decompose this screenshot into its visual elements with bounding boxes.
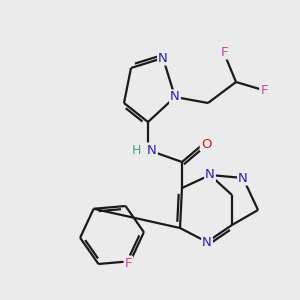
Text: N: N xyxy=(158,52,168,64)
Text: H: H xyxy=(131,143,141,157)
Text: O: O xyxy=(201,137,211,151)
Text: N: N xyxy=(147,143,157,157)
Text: F: F xyxy=(220,46,228,59)
Text: N: N xyxy=(202,236,212,248)
Text: N: N xyxy=(170,91,180,103)
Text: F: F xyxy=(260,83,268,97)
Text: F: F xyxy=(124,257,132,270)
Text: N: N xyxy=(205,169,215,182)
Text: N: N xyxy=(238,172,248,184)
